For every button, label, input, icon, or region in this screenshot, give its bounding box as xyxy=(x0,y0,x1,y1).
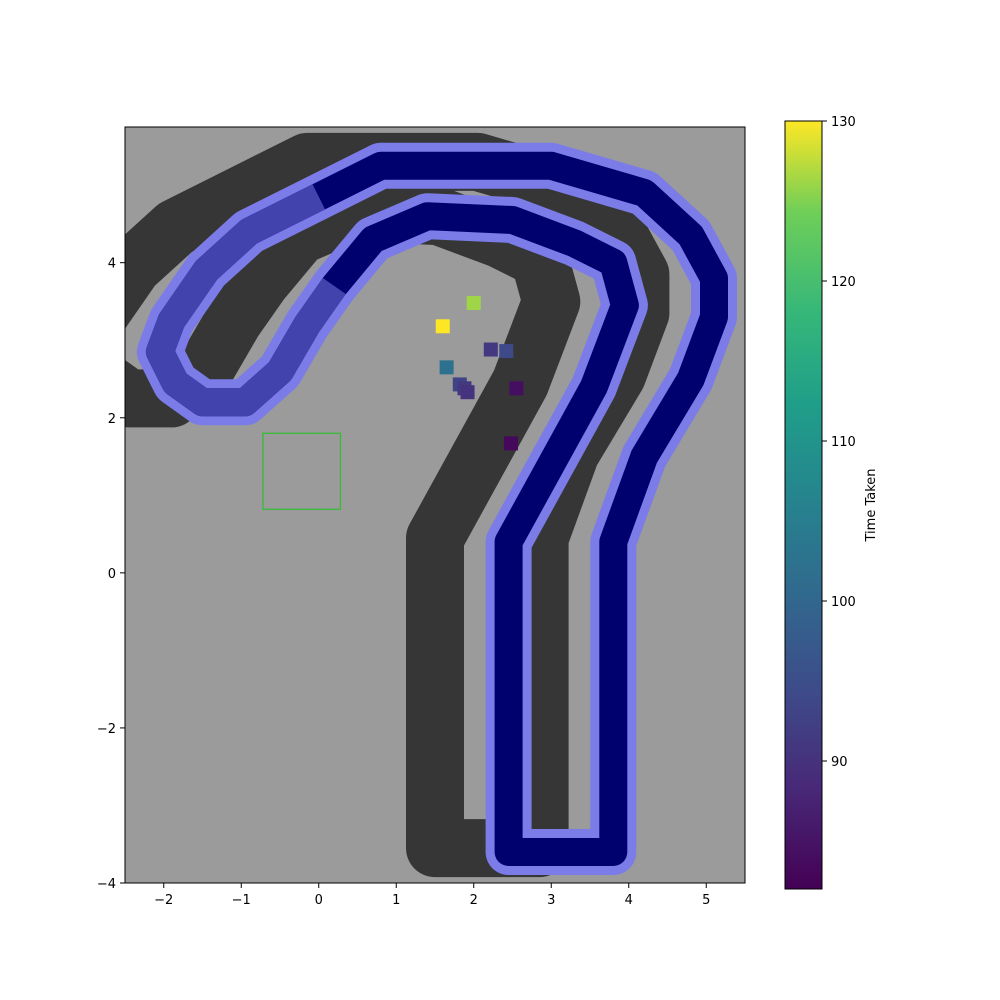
x-axis: −2 −1 0 1 2 3 4 5 xyxy=(154,883,710,908)
colorbar: 90 100 110 120 130 Time Taken xyxy=(784,115,879,890)
colorbar-tick-label: 100 xyxy=(831,595,856,610)
plot-frame xyxy=(124,126,746,884)
x-tick-label: 4 xyxy=(625,893,633,908)
y-tick-label: 4 xyxy=(108,257,116,272)
x-tick-label: 5 xyxy=(702,893,710,908)
x-tick-label: 0 xyxy=(315,893,323,908)
data-point xyxy=(503,436,518,451)
colorbar-tick-label: 120 xyxy=(831,275,856,290)
y-tick-label: −2 xyxy=(97,722,116,737)
x-tick-label: −1 xyxy=(232,893,251,908)
colorbar-gradient xyxy=(784,120,823,890)
data-point xyxy=(509,381,524,396)
data-point xyxy=(466,296,481,311)
y-tick-label: 2 xyxy=(108,412,116,427)
y-tick-label: 0 xyxy=(108,567,116,582)
data-point xyxy=(499,344,514,359)
plot-area xyxy=(124,126,746,884)
x-tick-label: 3 xyxy=(547,893,555,908)
x-tick-label: 2 xyxy=(470,893,478,908)
data-point xyxy=(435,319,450,334)
track-surface-light xyxy=(145,184,346,417)
colorbar-tick-label: 110 xyxy=(831,435,856,450)
y-tick-label: −4 xyxy=(97,877,116,892)
colorbar-label: Time Taken xyxy=(864,468,879,542)
y-axis: −4 −2 0 2 4 xyxy=(97,257,125,892)
start-box xyxy=(262,432,342,510)
data-point xyxy=(439,360,454,375)
colorbar-tick-label: 90 xyxy=(831,755,848,770)
x-tick-label: −2 xyxy=(154,893,173,908)
x-tick-label: 1 xyxy=(392,893,400,908)
data-point xyxy=(483,342,498,357)
data-point xyxy=(460,385,475,400)
colorbar-tick-label: 130 xyxy=(831,115,856,130)
